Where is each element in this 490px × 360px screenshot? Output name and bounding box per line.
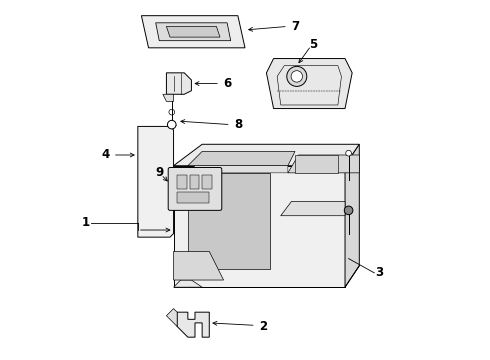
Text: 8: 8 [234, 118, 243, 131]
Circle shape [287, 66, 307, 86]
Polygon shape [173, 166, 345, 287]
Polygon shape [142, 16, 245, 48]
Circle shape [291, 71, 302, 82]
Polygon shape [288, 155, 359, 173]
Bar [190, 175, 199, 189]
Polygon shape [156, 23, 231, 41]
Polygon shape [188, 152, 295, 166]
Polygon shape [267, 59, 352, 109]
Text: 3: 3 [375, 266, 383, 279]
Bar [177, 192, 209, 203]
Polygon shape [167, 26, 220, 37]
Polygon shape [177, 312, 209, 337]
Text: 6: 6 [223, 77, 232, 90]
Polygon shape [138, 126, 173, 237]
Polygon shape [163, 94, 173, 102]
Polygon shape [173, 280, 202, 287]
Circle shape [346, 150, 351, 156]
Polygon shape [281, 202, 345, 216]
Polygon shape [173, 144, 359, 166]
Text: 9: 9 [155, 166, 163, 179]
Text: 7: 7 [292, 20, 299, 33]
Text: 1: 1 [82, 216, 90, 229]
Bar [177, 175, 187, 189]
Text: 2: 2 [259, 320, 268, 333]
Circle shape [168, 120, 176, 129]
Polygon shape [167, 73, 192, 94]
Text: 5: 5 [309, 38, 317, 51]
Polygon shape [188, 173, 270, 269]
Bar [202, 175, 212, 189]
FancyBboxPatch shape [168, 167, 222, 210]
Polygon shape [173, 251, 223, 280]
Polygon shape [345, 144, 359, 287]
Bar [295, 155, 338, 173]
Text: 4: 4 [101, 148, 110, 162]
Polygon shape [188, 166, 288, 173]
Circle shape [344, 206, 353, 215]
Polygon shape [167, 309, 177, 327]
